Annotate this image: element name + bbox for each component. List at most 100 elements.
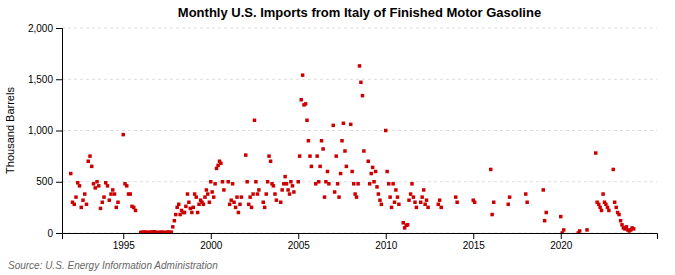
point [578, 229, 582, 233]
point [310, 165, 314, 169]
point [245, 180, 249, 184]
point [206, 192, 210, 196]
point [83, 192, 87, 196]
point [455, 201, 459, 205]
point [174, 213, 178, 217]
point [184, 205, 188, 209]
y-tick-label: 1,500 [28, 74, 53, 85]
grid-line [62, 130, 657, 131]
point [286, 188, 290, 192]
point [213, 182, 217, 186]
point [508, 195, 512, 199]
y-axis-label: Thousand Barrels [4, 87, 16, 174]
point [333, 190, 337, 194]
point [336, 182, 340, 186]
point [305, 119, 309, 123]
point [525, 201, 529, 205]
point [254, 180, 258, 184]
x-tick-label: 2005 [288, 240, 311, 251]
point [285, 182, 289, 186]
point [175, 206, 179, 210]
point [219, 162, 223, 166]
point [356, 182, 360, 186]
point [317, 180, 321, 184]
point [106, 184, 110, 188]
point [410, 182, 414, 186]
point [353, 192, 357, 196]
point [607, 209, 611, 213]
point [339, 172, 343, 176]
point [256, 192, 260, 196]
point [397, 203, 401, 207]
y-tick: 500 [36, 176, 62, 187]
x-axis-line [63, 234, 658, 240]
point [193, 192, 197, 196]
point [205, 188, 209, 192]
x-tick-mark [561, 233, 562, 239]
point [437, 203, 441, 207]
point [423, 203, 427, 207]
point [238, 203, 242, 207]
point [231, 182, 235, 186]
point [192, 206, 196, 210]
y-tick: 1,500 [28, 74, 62, 85]
point [232, 201, 236, 205]
point [614, 206, 618, 210]
point [234, 206, 238, 210]
point [257, 188, 261, 192]
point [340, 139, 344, 143]
point [196, 211, 200, 215]
point [371, 166, 375, 170]
point [337, 195, 341, 199]
point [74, 195, 78, 199]
point [413, 201, 417, 205]
x-tick-label: 2015 [463, 240, 486, 251]
point [321, 147, 325, 151]
x-tick-label: 1995 [113, 240, 136, 251]
y-tick-mark [56, 28, 62, 29]
y-tick-mark [56, 131, 62, 132]
point [422, 188, 426, 192]
point [396, 195, 400, 199]
point [170, 230, 174, 233]
point [378, 198, 382, 202]
point [420, 195, 424, 199]
point [352, 182, 356, 186]
point [524, 192, 528, 196]
point [73, 203, 77, 207]
point [190, 211, 194, 215]
point [326, 170, 330, 174]
point [171, 225, 175, 229]
point [264, 192, 268, 196]
point [85, 203, 89, 207]
point [368, 182, 372, 186]
point [250, 206, 254, 210]
point [88, 154, 92, 158]
point [318, 165, 322, 169]
point [308, 154, 312, 158]
point [307, 139, 311, 143]
point [80, 206, 84, 210]
point [227, 180, 231, 184]
point [129, 192, 133, 196]
point [320, 139, 324, 143]
point [248, 195, 252, 199]
point [299, 98, 303, 102]
point [385, 170, 389, 174]
point [597, 203, 601, 207]
y-axis: 05001,0001,5002,000 [28, 23, 63, 239]
point [612, 168, 616, 172]
y-axis-line [56, 29, 63, 234]
x-tick: 2015 [463, 233, 486, 251]
point [406, 223, 410, 227]
point [375, 185, 379, 189]
point [247, 203, 251, 207]
point [194, 195, 198, 199]
point [625, 225, 629, 229]
point [345, 165, 349, 169]
point [374, 170, 378, 174]
point [394, 188, 398, 192]
point [358, 64, 362, 68]
point [177, 203, 181, 207]
point [439, 206, 443, 210]
